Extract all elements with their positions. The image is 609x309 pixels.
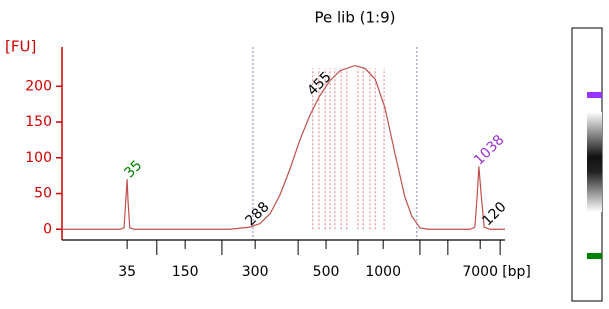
y-axis-label: [FU] [5,38,36,56]
trace [62,66,505,230]
chart-title: Pe lib (1:9) [315,9,396,27]
y-tick-label: 0 [43,221,52,237]
upper-marker-band [587,92,602,98]
y-tick-label: 100 [25,150,52,166]
y-tick-label: 200 [25,78,52,94]
peak-label: 35 [121,157,145,181]
x-tick-label: 300 [242,264,269,280]
peak-label: 288 [242,199,272,229]
chart: Pe lib (1:9) [FU] 0 50 100 150 200 35 150 300 50… [0,0,609,309]
x-tick-label: 35 [118,264,136,280]
y-tick-label: 150 [25,114,52,130]
x-axis-label: [bp] [502,264,531,280]
y-tick-label: 50 [34,186,52,202]
page: {"chart_data": { "type": "line", "title"… [0,0,609,309]
lower-marker-band [587,253,602,259]
peak-label: 1038 [471,132,508,169]
gel-lane [572,28,602,301]
x-tick-label: 150 [172,264,199,280]
peak-label: 455 [304,69,334,99]
smear-band [587,112,602,212]
x-tick-label: 7000 [462,264,498,280]
x-tick-label: 1000 [365,264,401,280]
x-tick-label: 500 [313,264,340,280]
